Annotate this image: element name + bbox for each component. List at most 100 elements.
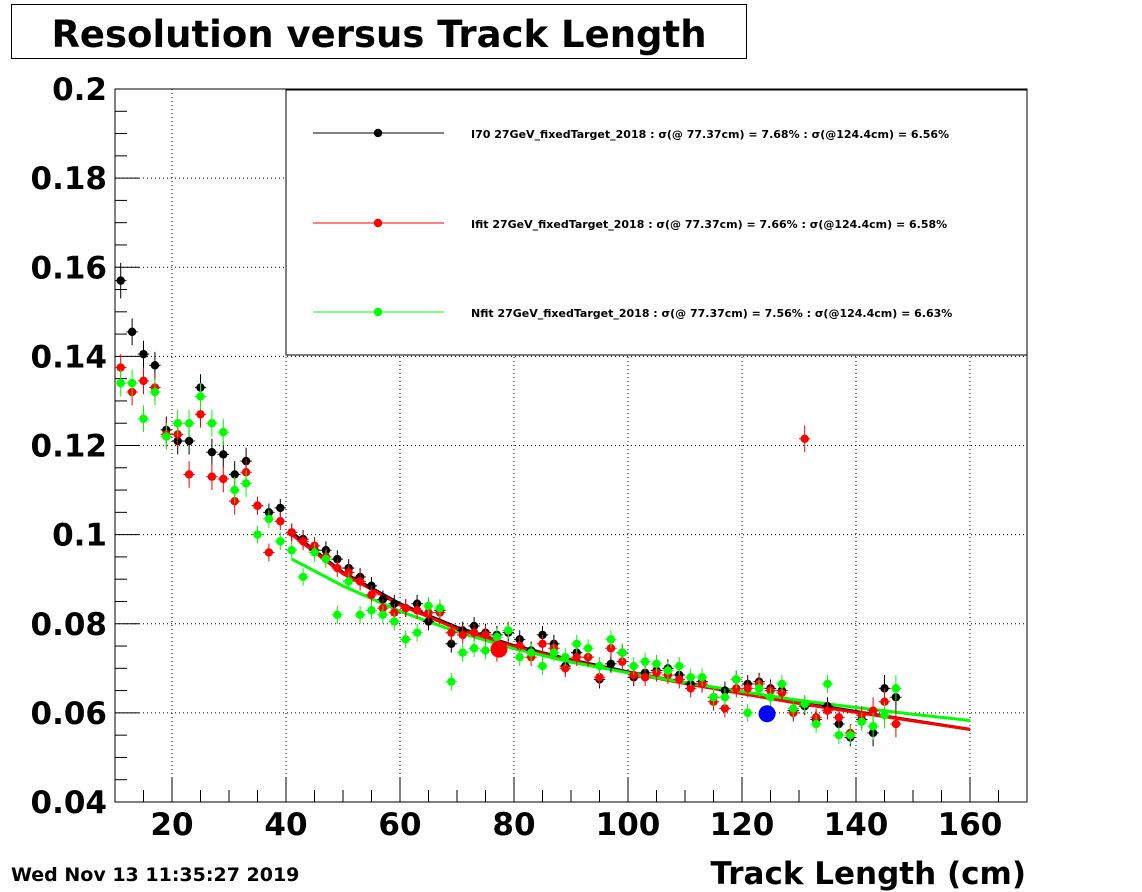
data-point <box>127 327 137 337</box>
data-point <box>789 704 798 713</box>
data-point <box>184 419 194 428</box>
data-point <box>515 641 524 651</box>
data-point <box>344 577 353 586</box>
data-point <box>868 722 878 731</box>
data-point <box>823 706 832 715</box>
data-point <box>219 450 228 459</box>
data-point <box>116 378 125 388</box>
data-point <box>264 548 274 557</box>
data-point <box>640 673 650 682</box>
axes: 20 40 60 80 100 120 140 160 0.04 0.06 0.08 0.1 0.12 0… <box>31 72 1028 843</box>
y-tick-label: 0.08 <box>31 607 108 643</box>
data-point <box>834 713 844 722</box>
data-point <box>150 361 160 370</box>
y-tick-label: 0.04 <box>31 785 108 821</box>
legend-entry: Nfit 27GeV_fixedTarget_2018 : σ(@ 77.37c… <box>471 307 952 320</box>
data-point <box>447 639 456 649</box>
data-point <box>447 677 456 686</box>
x-tick-label: 20 <box>150 807 193 843</box>
data-point <box>276 517 285 526</box>
x-tick-label: 160 <box>938 807 1003 843</box>
data-point <box>139 414 148 423</box>
data-point <box>378 610 388 620</box>
data-point <box>367 590 376 599</box>
data-point <box>846 730 855 740</box>
data-point <box>219 427 228 437</box>
data-point <box>800 434 809 444</box>
data-point <box>207 447 217 457</box>
y-tick-label: 0.06 <box>31 696 108 732</box>
data-point <box>595 673 604 682</box>
data-point <box>184 470 194 479</box>
reference-marker <box>758 705 776 723</box>
data-point <box>173 419 182 428</box>
data-point <box>241 479 251 488</box>
y-tick-label: 0.14 <box>31 339 108 375</box>
data-point <box>219 474 228 484</box>
data-point <box>686 684 695 693</box>
data-point <box>184 436 194 446</box>
data-point <box>367 606 376 615</box>
data-point <box>298 537 308 546</box>
data-point <box>675 661 684 671</box>
data-point <box>481 646 490 655</box>
data-point <box>230 485 239 495</box>
data-point <box>800 699 809 709</box>
y-tick-label: 0.12 <box>31 429 108 465</box>
data-point <box>207 419 217 428</box>
data-point <box>150 387 160 397</box>
data-point <box>458 648 467 657</box>
reference-marker <box>490 640 508 658</box>
data-point <box>743 684 752 693</box>
data-point <box>618 648 627 657</box>
data-point <box>606 635 616 644</box>
data-point <box>492 632 502 642</box>
data-point <box>572 652 581 662</box>
data-point <box>412 606 422 615</box>
data-point <box>697 673 707 682</box>
legend-marker <box>373 307 383 317</box>
data-point <box>595 661 604 671</box>
data-point <box>333 563 342 573</box>
data-point <box>629 661 638 671</box>
data-point <box>766 693 775 702</box>
data-point <box>253 530 262 539</box>
chart-title: Resolution versus Track Length <box>51 13 707 56</box>
data-point <box>663 666 673 675</box>
data-point <box>139 349 148 359</box>
data-point <box>720 693 730 702</box>
data-point <box>640 657 650 666</box>
data-point <box>743 708 752 718</box>
data-point <box>412 628 422 637</box>
data-point <box>276 537 285 546</box>
data-point <box>811 719 821 729</box>
data-point <box>298 572 308 582</box>
data-point <box>207 472 217 481</box>
legend-marker <box>373 218 383 228</box>
data-point <box>732 675 741 684</box>
data-point <box>276 503 285 513</box>
data-point <box>469 628 479 637</box>
legend-entry: Ifit 27GeV_fixedTarget_2018 : σ(@ 77.37c… <box>471 218 947 231</box>
data-point <box>127 378 137 388</box>
data-point <box>458 630 467 640</box>
chart-title-box: Resolution versus Track Length <box>11 4 747 59</box>
data-point <box>857 717 866 726</box>
x-tick-label: 120 <box>710 807 775 843</box>
data-point <box>424 601 433 611</box>
data-point <box>116 276 125 285</box>
x-tick-label: 140 <box>824 807 889 843</box>
data-point <box>868 706 878 715</box>
y-tick-label: 0.1 <box>52 518 107 554</box>
data-point <box>515 652 524 662</box>
legend-entry: I70 27GeV_fixedTarget_2018 : σ(@ 77.37cm… <box>471 128 949 141</box>
data-point <box>447 628 456 637</box>
data-point <box>287 528 296 537</box>
x-tick-label: 60 <box>378 807 421 843</box>
data-points <box>115 262 902 747</box>
legend: I70 27GeV_fixedTarget_2018 : σ(@ 77.37cm… <box>285 89 1028 356</box>
fit-curve <box>291 557 971 722</box>
data-point <box>264 514 274 524</box>
data-point <box>333 610 342 620</box>
